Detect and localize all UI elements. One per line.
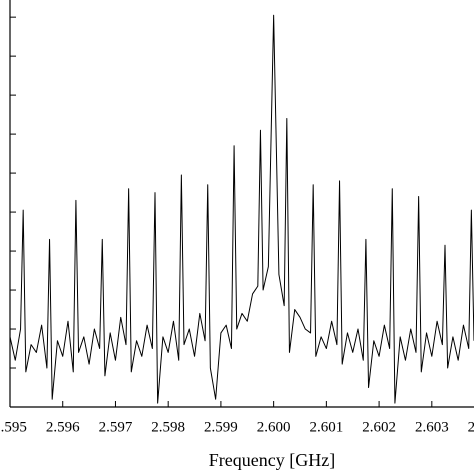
x-axis-title: Frequency [GHz] — [209, 450, 335, 470]
spectrum-line — [9, 14, 474, 404]
x-tick-label: 2.598 — [151, 419, 185, 435]
x-tick-label: 2.597 — [99, 419, 133, 435]
x-tick-label: 2.595 — [0, 419, 27, 435]
x-tick-label: 2.601 — [309, 419, 343, 435]
x-tick-label: 2.603 — [415, 419, 449, 435]
x-tick-label: 2.599 — [204, 419, 238, 435]
x-tick-label: 2.596 — [46, 419, 80, 435]
x-tick-label: 2.600 — [257, 419, 291, 435]
x-tick-label: 2.604 — [468, 419, 474, 435]
x-tick-label: 2.602 — [362, 419, 396, 435]
